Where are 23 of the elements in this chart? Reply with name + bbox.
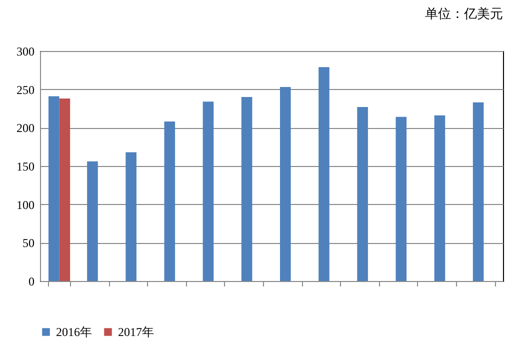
y-tick-label: 100 (16, 198, 34, 212)
bar (48, 96, 60, 281)
bar (164, 122, 176, 281)
y-tick-label: 50 (22, 236, 34, 250)
bar (357, 106, 368, 281)
bar (202, 102, 214, 281)
bar (87, 161, 98, 281)
bar (280, 87, 291, 281)
y-tick-label: 250 (16, 82, 34, 97)
y-tick-label: 300 (16, 44, 34, 58)
bar (59, 98, 70, 281)
y-tick-label: 200 (16, 121, 34, 136)
text: 单位：亿美元 (425, 6, 503, 22)
bar (126, 152, 136, 281)
legend-label: 2016年 (56, 325, 92, 339)
bar (396, 116, 407, 281)
legend-label: 2017年 (118, 325, 154, 339)
bar (241, 97, 252, 281)
bar (472, 102, 484, 281)
bar (434, 115, 446, 281)
y-tick-label: 150 (16, 160, 34, 174)
bar (318, 67, 330, 281)
y-tick-label: 0 (28, 274, 34, 288)
